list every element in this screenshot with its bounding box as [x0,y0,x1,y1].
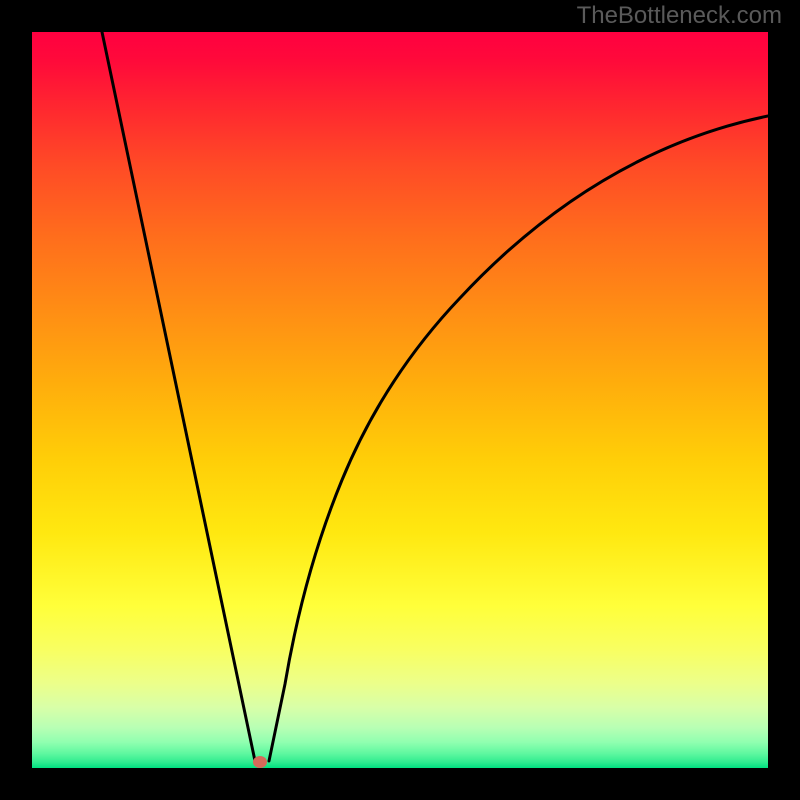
v-curve [32,32,768,768]
plot-area [32,32,768,768]
vertex-marker [253,756,267,768]
curve-left-leg [102,32,255,761]
watermark-text: TheBottleneck.com [577,2,782,30]
curve-right-leg [269,116,768,761]
